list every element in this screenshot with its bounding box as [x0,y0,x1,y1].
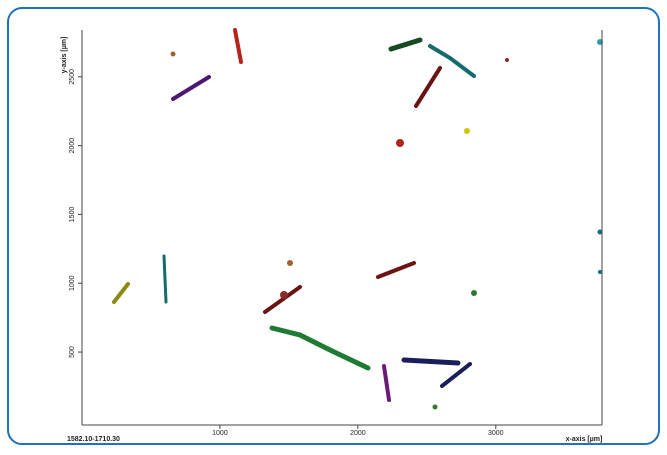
x-tick-label: 1000 [212,430,228,437]
y-axis-label: y-axis [µm] [61,37,68,74]
x-tick-label: 3000 [488,430,504,437]
y-tick-label: 1500 [69,207,76,223]
y-tick-label: 2000 [69,138,76,154]
x-tick-label: 2000 [350,430,366,437]
screen: y-axis [µm] x-axis [µm] 1582.10-1710.30 … [0,0,667,450]
corner-label: 1582.10-1710.30 [67,436,120,443]
frame [8,8,659,444]
x-axis-label: x-axis [µm] [566,436,603,443]
y-tick-label: 2500 [69,69,76,85]
y-tick-label: 500 [69,346,76,358]
y-tick-label: 1000 [69,275,76,291]
